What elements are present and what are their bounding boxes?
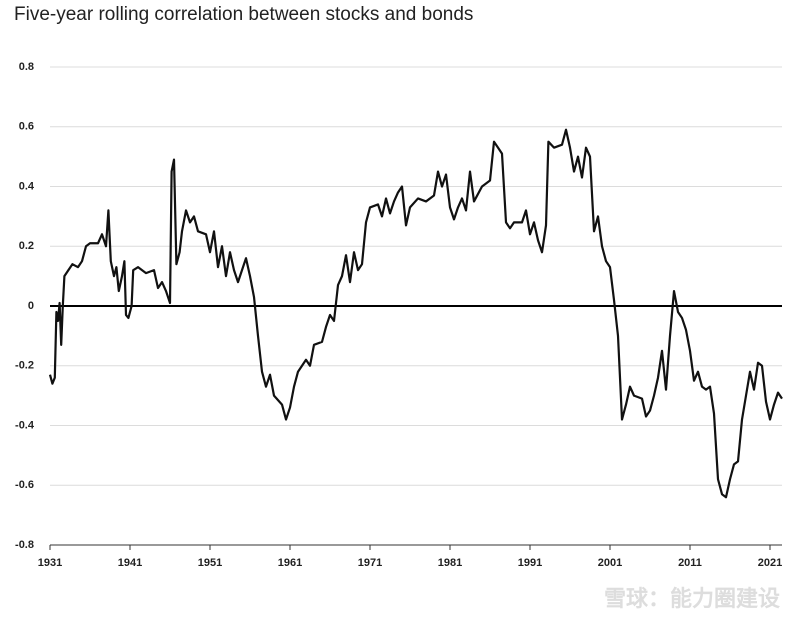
y-tick-label: 0.8 (19, 61, 34, 73)
x-tick-label: 1931 (38, 557, 62, 569)
watermark: 雪球：能力圈建设 (604, 586, 780, 611)
y-tick-label: -0.2 (15, 360, 34, 372)
x-tick-label: 2001 (598, 557, 622, 569)
y-tick-label: 0.6 (19, 121, 34, 133)
y-tick-label: 0.4 (19, 180, 35, 192)
x-tick-label: 1961 (278, 557, 302, 569)
y-tick-label: 0 (28, 300, 34, 312)
x-tick-label: 1971 (358, 557, 382, 569)
x-tick-label: 1951 (198, 557, 222, 569)
y-tick-label: 0.2 (19, 240, 34, 252)
y-tick-label: -0.8 (15, 539, 34, 551)
y-tick-label: -0.6 (15, 479, 34, 491)
x-tick-label: 1981 (438, 557, 462, 569)
y-tick-label: -0.4 (15, 419, 35, 431)
x-tick-label: 2011 (678, 557, 702, 569)
line-series (48, 128, 783, 499)
x-tick-label: 1941 (118, 557, 142, 569)
x-tick-label: 2021 (758, 557, 782, 569)
chart-title: Five-year rolling correlation between st… (14, 4, 473, 25)
x-tick-label: 1991 (518, 557, 542, 569)
